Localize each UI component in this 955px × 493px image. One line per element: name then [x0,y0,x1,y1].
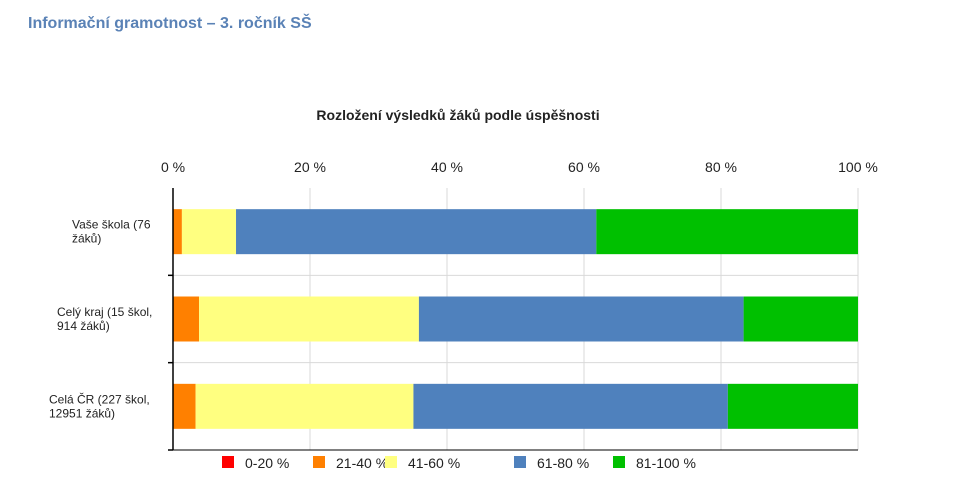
x-tick-label: 40 % [431,159,463,175]
bar-segment [173,296,200,342]
category-label: Celá ČR (227 škol, [49,391,150,406]
legend: 0-20 % 21-40 % 41-60 % 61-80 % 81-100 % [222,455,696,471]
legend-label: 41-60 % [408,455,460,471]
legend-swatch [613,456,625,468]
bar-segment [413,383,728,429]
category-label: 914 žáků) [57,319,110,333]
bars [173,209,858,429]
category-label: Vaše škola (76 [72,218,151,232]
legend-swatch [514,456,526,468]
category-label: 12951 žáků) [49,406,115,420]
bar-segment [236,209,597,255]
page-title: Informační gramotnost – 3. ročník SŠ [28,15,312,32]
bar-segment [199,296,419,342]
x-tick-label: 80 % [705,159,737,175]
legend-swatch [385,456,397,468]
bar-segment [596,209,858,255]
x-tick-label: 60 % [568,159,600,175]
x-tick-label: 0 % [161,159,185,175]
bar-segment [173,209,182,255]
bar-segment [181,209,237,255]
legend-label: 61-80 % [537,455,589,471]
legend-label: 0-20 % [245,455,289,471]
legend-swatch [313,456,325,468]
x-axis-ticks: 0 % 20 % 40 % 60 % 80 % 100 % [161,159,878,175]
bar-segment [173,383,196,429]
x-tick-label: 20 % [294,159,326,175]
legend-label: 81-100 % [636,455,696,471]
bar-segment [743,296,858,342]
chart-title: Rozložení výsledků žáků podle úspěšnosti [316,107,599,123]
legend-label: 21-40 % [336,455,388,471]
legend-swatch [222,456,234,468]
category-label: žáků) [72,232,101,246]
x-tick-label: 100 % [838,159,878,175]
category-label: Celý kraj (15 škol, [57,305,152,319]
bar-segment [195,383,414,429]
bar-segment [727,383,858,429]
axes [168,188,858,451]
bar-segment [418,296,744,342]
